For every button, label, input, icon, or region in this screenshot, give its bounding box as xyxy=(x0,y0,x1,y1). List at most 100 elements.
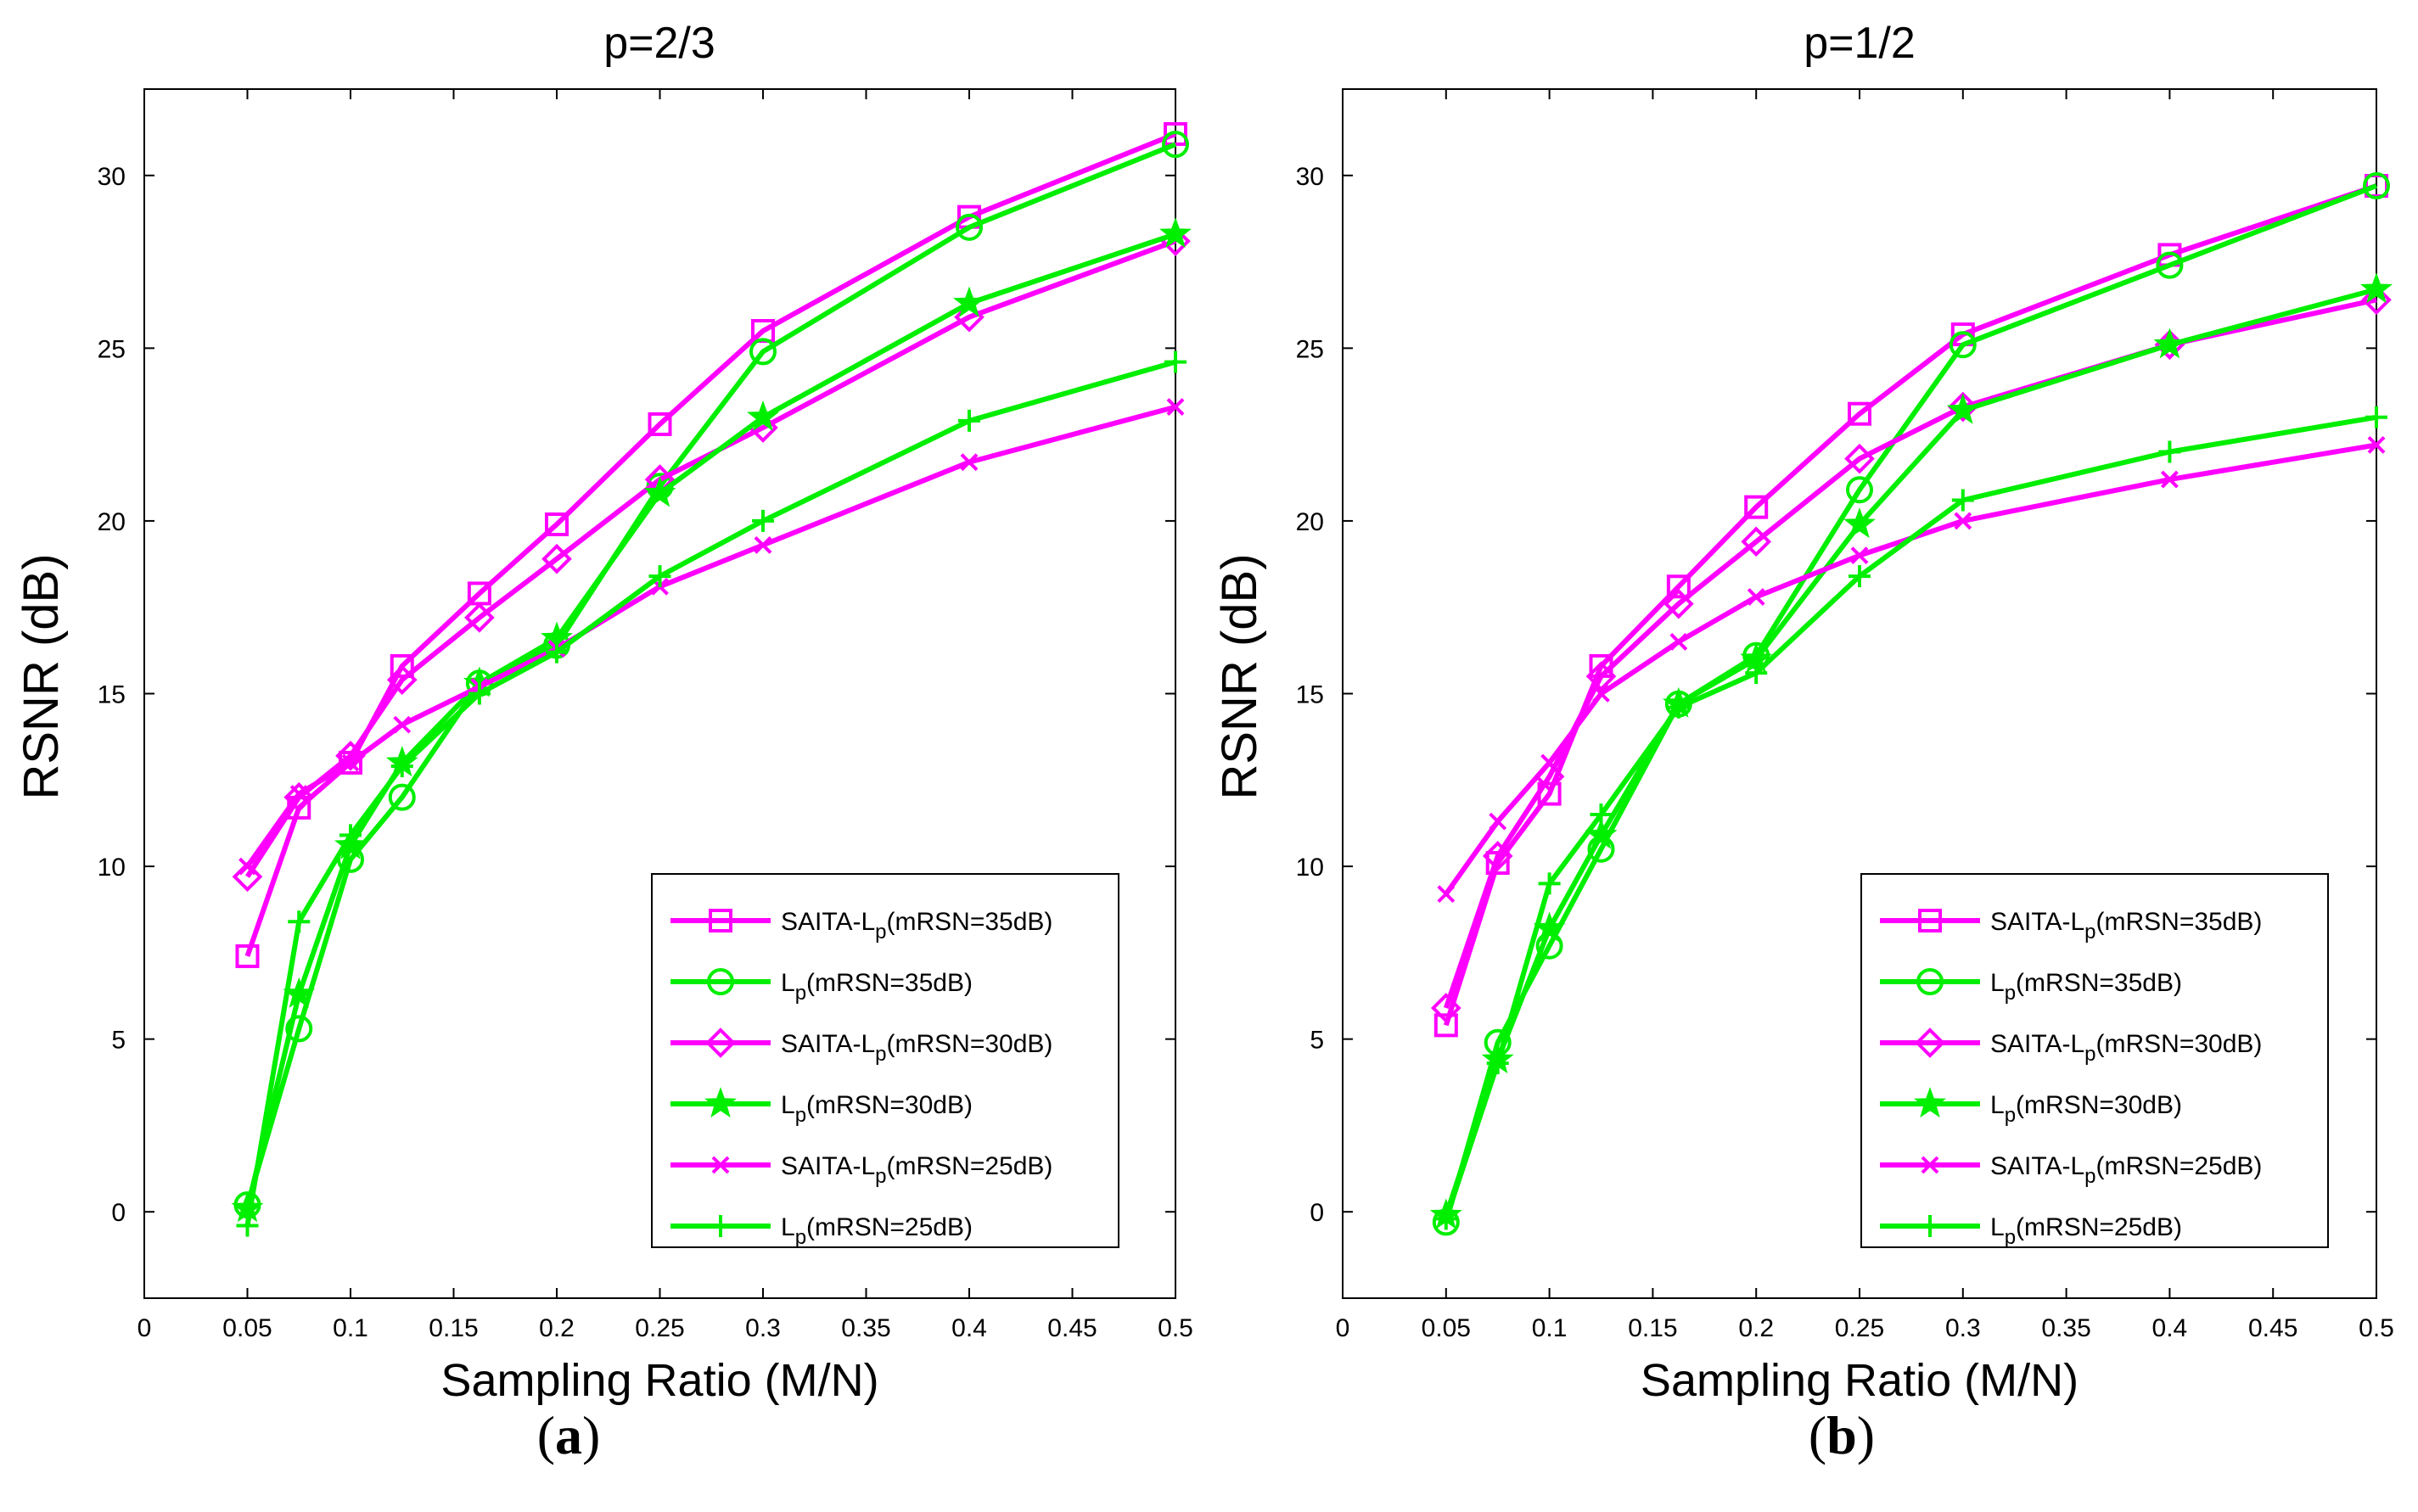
data-point xyxy=(1592,685,1610,703)
data-point xyxy=(285,1015,313,1043)
data-point xyxy=(1162,131,1189,159)
series-5 xyxy=(1437,435,2386,904)
legend-entry: Lp(mRSN=30dB) xyxy=(781,1091,973,1127)
x-tick-label: 0.05 xyxy=(222,1314,272,1342)
x-tick-label: 0.2 xyxy=(539,1314,575,1342)
legend-marker xyxy=(1916,968,1944,995)
data-point xyxy=(546,641,568,664)
series-line xyxy=(1443,414,2377,1220)
legend-entry-rest: (mRSN=25dB) xyxy=(2016,1213,2182,1241)
legend-entry: SAITA-Lp(mRSN=30dB) xyxy=(781,1030,1052,1066)
legend-entry: SAITA-Lp(mRSN=25dB) xyxy=(781,1152,1052,1188)
data-point xyxy=(1430,993,1461,1023)
legend-entry-subscript: p xyxy=(2084,1043,2095,1066)
data-point xyxy=(1663,588,1694,619)
legend-entry-rest: (mRSN=25dB) xyxy=(806,1213,973,1241)
legend-entry-main: L xyxy=(781,969,795,997)
data-point xyxy=(960,453,979,472)
x-axis-label: Sampling Ratio (M/N) xyxy=(440,1355,878,1406)
data-point xyxy=(2158,440,2181,463)
series-line xyxy=(244,238,1177,878)
data-point xyxy=(1585,661,1617,692)
x-tick-label: 0.25 xyxy=(635,1314,684,1342)
legend-entry-main: L xyxy=(1990,969,2005,997)
data-point xyxy=(1744,495,1769,519)
legend-marker xyxy=(1915,1028,1945,1058)
data-point xyxy=(335,740,366,771)
data-point xyxy=(1433,1013,1458,1038)
data-point xyxy=(1848,401,1871,426)
legend-entry: SAITA-Lp(mRSN=35dB) xyxy=(1990,908,2262,944)
legend-marker xyxy=(1919,1215,1941,1237)
x-tick-label: 0.5 xyxy=(1158,1314,1193,1342)
data-point xyxy=(648,412,672,436)
legend-entry-subscript: p xyxy=(2005,982,2016,1005)
chart-panel-2: 0 0.05 0.1 0.15 0.2 0.25 0.3 0.35 0.4 0.45 0.5 0 5 10… xyxy=(1212,19,2394,1406)
data-point xyxy=(1947,391,1978,423)
data-point xyxy=(2360,272,2393,304)
series-line xyxy=(244,359,1176,1227)
legend-entry-main: L xyxy=(1990,1091,2005,1119)
legend-marker xyxy=(704,1087,737,1118)
legend-entry-rest: (mRSN=30dB) xyxy=(2096,1030,2263,1058)
x-tick-label: 0.15 xyxy=(429,1314,478,1342)
data-point xyxy=(2365,406,2387,428)
x-tick-label: 0.4 xyxy=(951,1314,987,1342)
panel-label-a: (a) xyxy=(536,1405,601,1465)
data-point xyxy=(390,755,413,777)
data-point xyxy=(2361,284,2392,316)
legend-entry: Lp(mRSN=30dB) xyxy=(1990,1091,2182,1127)
y-axis-label: RSNR (dB) xyxy=(14,553,69,799)
y-tick-label: 5 xyxy=(111,1027,126,1055)
x-tick-label: 0.5 xyxy=(2359,1314,2394,1342)
data-point xyxy=(464,602,495,633)
data-point xyxy=(1164,121,1187,146)
data-point xyxy=(289,785,308,803)
data-point xyxy=(1482,841,1513,871)
panel-label-a-letter: a xyxy=(555,1405,582,1465)
x-tick-label: 0.05 xyxy=(1422,1314,1471,1342)
data-point xyxy=(1669,633,1688,651)
legend-entry-rest: (mRSN=25dB) xyxy=(2096,1152,2263,1180)
y-tick-label: 10 xyxy=(1296,854,1324,882)
legend-entry: Lp(mRSN=35dB) xyxy=(781,969,973,1005)
legend-entry-subscript: p xyxy=(875,921,886,944)
x-tick-label: 0.3 xyxy=(745,1314,781,1342)
legend-entry-main: SAITA-L xyxy=(781,1030,875,1058)
legend-entry-rest: (mRSN=25dB) xyxy=(887,1152,1053,1180)
data-point xyxy=(1850,546,1869,565)
data-point xyxy=(1844,443,1875,474)
legend-marker xyxy=(1921,1156,1939,1174)
series-line xyxy=(1444,442,2377,896)
data-point xyxy=(1164,350,1187,373)
series-6 xyxy=(236,350,1187,1237)
legend: SAITA-Lp(mRSN=35dB)Lp(mRSN=35dB)SAITA-Lp… xyxy=(1860,873,2329,1249)
data-point xyxy=(390,653,414,678)
series-line xyxy=(244,132,1177,957)
data-point xyxy=(1951,489,1974,512)
x-tick-label: 0.3 xyxy=(1945,1314,1981,1342)
legend-entry-subscript: p xyxy=(795,1104,806,1127)
data-point xyxy=(1745,662,1768,685)
data-point xyxy=(752,509,774,532)
legend-entry-rest: (mRSN=35dB) xyxy=(806,969,973,997)
data-point xyxy=(749,338,777,366)
series-5 xyxy=(238,398,1185,876)
x-tick-label: 0.1 xyxy=(1532,1314,1568,1342)
series-line xyxy=(244,232,1176,1209)
x-tick-label: 0.15 xyxy=(1628,1314,1677,1342)
data-point xyxy=(754,536,772,554)
legend-entry-subscript: p xyxy=(2005,1226,2016,1249)
series-3 xyxy=(232,226,1191,893)
series-line xyxy=(245,404,1176,868)
legend-entry-main: SAITA-L xyxy=(781,908,875,936)
data-point xyxy=(1849,565,1871,588)
x-tick-label: 0 xyxy=(1336,1314,1350,1342)
y-tick-label: 30 xyxy=(1296,163,1324,191)
data-point xyxy=(1843,507,1876,539)
data-point xyxy=(236,1214,259,1237)
x-tick-label: 0.35 xyxy=(841,1314,890,1342)
data-point xyxy=(468,682,491,705)
y-tick-label: 10 xyxy=(98,854,126,882)
